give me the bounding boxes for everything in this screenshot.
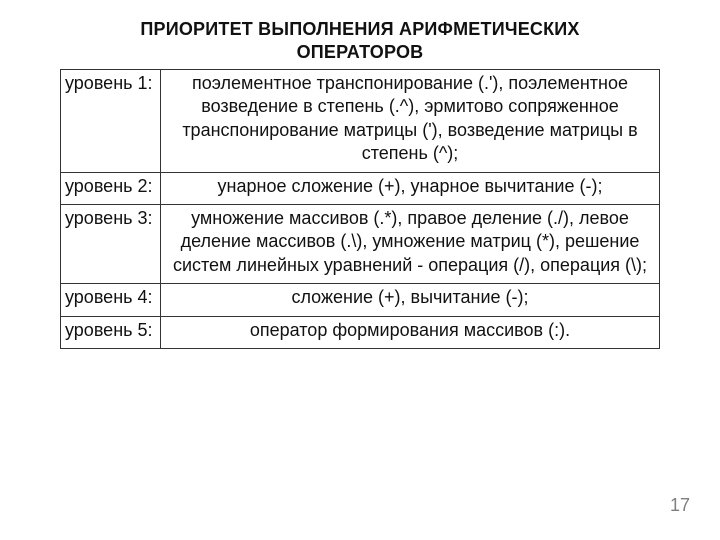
slide-title: ПРИОРИТЕТ ВЫПОЛНЕНИЯ АРИФМЕТИЧЕСКИХ ОПЕР… [60, 18, 660, 63]
priority-table: уровень 1: поэлементное транспонирование… [60, 69, 660, 349]
table-row: уровень 2: унарное сложение (+), унарное… [61, 172, 660, 204]
table-row: уровень 1: поэлементное транспонирование… [61, 70, 660, 173]
title-line-1: ПРИОРИТЕТ ВЫПОЛНЕНИЯ АРИФМЕТИЧЕСКИХ [140, 19, 579, 39]
slide-page: ПРИОРИТЕТ ВЫПОЛНЕНИЯ АРИФМЕТИЧЕСКИХ ОПЕР… [0, 0, 720, 540]
level-label: уровень 5: [61, 316, 161, 348]
title-line-2: ОПЕРАТОРОВ [297, 42, 424, 62]
level-desc: поэлементное транспонирование (.'), поэл… [161, 70, 660, 173]
level-desc: сложение (+), вычитание (-); [161, 284, 660, 316]
table-row: уровень 5: оператор формирования массиво… [61, 316, 660, 348]
table-row: уровень 3: умножение массивов (.*), прав… [61, 204, 660, 283]
level-label: уровень 1: [61, 70, 161, 173]
level-desc: унарное сложение (+), унарное вычитание … [161, 172, 660, 204]
level-label: уровень 3: [61, 204, 161, 283]
level-desc: умножение массивов (.*), правое деление … [161, 204, 660, 283]
level-desc: оператор формирования массивов (:). [161, 316, 660, 348]
level-label: уровень 4: [61, 284, 161, 316]
page-number: 17 [670, 495, 690, 516]
table-row: уровень 4: сложение (+), вычитание (-); [61, 284, 660, 316]
level-label: уровень 2: [61, 172, 161, 204]
